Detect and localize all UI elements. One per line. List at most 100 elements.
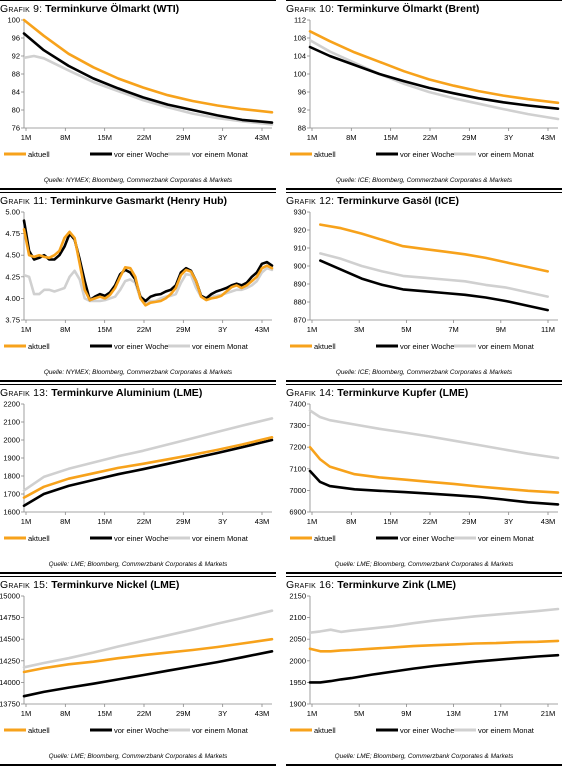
chart-source: Quelle: LME; Bloomberg, Commerzbank Corp… — [334, 753, 514, 760]
y-tick-label: 14000 — [0, 678, 20, 687]
y-tick-label: 14250 — [0, 656, 20, 665]
y-tick-label: 890 — [293, 280, 306, 289]
legend-label: vor einem Monat — [192, 150, 249, 159]
y-tick-label: 1900 — [289, 700, 306, 709]
y-tick-label: 900 — [293, 262, 306, 271]
y-tick-label: 112 — [294, 16, 306, 25]
y-tick-label: 2000 — [289, 656, 306, 665]
series-line-vor-einem-monat — [308, 38, 560, 121]
x-tick-label: 1M — [21, 709, 31, 718]
series-line-vor-einer-woche — [22, 32, 274, 124]
series-line-vor-einem-monat — [308, 409, 560, 460]
x-tick-label: 21M — [541, 709, 556, 718]
y-tick-label: 96 — [298, 88, 306, 97]
chart-panel: Grafik 16: Terminkurve Zink (LME) 1900 195… — [286, 576, 562, 766]
x-tick-label: 43M — [255, 133, 270, 142]
x-tick-label: 15M — [97, 133, 112, 142]
legend-label: vor einer Woche — [114, 342, 168, 351]
x-tick-label: 1M — [307, 517, 317, 526]
x-tick-label: 8M — [346, 133, 356, 142]
series-line-vor-einem-monat — [22, 54, 274, 126]
chart-source: Quelle: NYMEX; Bloomberg, Commerzbank Co… — [43, 177, 233, 184]
series-line-aktuell — [22, 435, 274, 499]
x-tick-label: 29M — [462, 133, 477, 142]
legend-label: vor einer Woche — [114, 150, 168, 159]
series-line-aktuell — [308, 445, 560, 494]
x-tick-label: 1M — [307, 133, 317, 142]
chart-panel: Grafik 15: Terminkurve Nickel (LME) 13750… — [0, 576, 276, 766]
chart-source: Quelle: LME; Bloomberg, Commerzbank Corp… — [48, 753, 228, 760]
y-tick-label: 2150 — [289, 592, 306, 601]
legend-label: aktuell — [28, 150, 50, 159]
y-tick-label: 1700 — [3, 490, 20, 499]
chart-number: Grafik 12: — [286, 195, 335, 207]
divider — [286, 380, 562, 382]
chart-title: Grafik 14: Terminkurve Kupfer (LME) — [286, 387, 468, 399]
chart-panel: Grafik 14: Terminkurve Kupfer (LME) 6900 7… — [286, 384, 562, 574]
divider — [0, 192, 276, 193]
y-tick-label: 1900 — [3, 454, 20, 463]
legend-label: vor einem Monat — [478, 342, 535, 351]
x-tick-label: 22M — [137, 517, 152, 526]
x-tick-label: 17M — [494, 709, 509, 718]
series-line-vor-einem-monat — [318, 252, 550, 298]
chart-number: Grafik 10: — [286, 3, 335, 15]
line-chart: 1900 1950 2000 2050 2100 2150 1M 5M 9M 13M 17M 21M a… — [289, 592, 560, 735]
x-tick-label: 3Y — [218, 517, 227, 526]
legend-label: aktuell — [314, 342, 336, 351]
chart-number: Grafik 16: — [286, 579, 335, 591]
chart-title: Grafik 16: Terminkurve Zink (LME) — [286, 579, 456, 591]
series-line-vor-einer-woche — [22, 438, 274, 507]
chart-number: Grafik 11: — [0, 195, 48, 207]
x-tick-label: 22M — [423, 517, 438, 526]
chart-name: Terminkurve Zink (LME) — [334, 579, 457, 591]
series-line-vor-einer-woche — [308, 469, 560, 506]
line-chart: 870 880 890 900 910 920 930 1M 3M 5M 7M 9M 11M aktuel… — [290, 208, 558, 351]
x-tick-label: 1M — [307, 709, 317, 718]
y-tick-label: 2050 — [289, 635, 306, 644]
x-tick-label: 1M — [21, 133, 31, 142]
line-chart: 1600 1700 1800 1900 2000 2100 2200 1M 8M 15M 22M 29… — [3, 400, 274, 543]
x-tick-label: 43M — [255, 325, 270, 334]
chart-name: Terminkurve Ölmarkt (WTI) — [42, 3, 180, 15]
x-tick-label: 3Y — [218, 709, 227, 718]
legend-label: aktuell — [314, 726, 336, 735]
y-tick-label: 7300 — [289, 421, 306, 430]
series-line-vor-einer-woche — [318, 259, 550, 312]
x-tick-label: 22M — [423, 133, 438, 142]
x-tick-label: 3Y — [218, 325, 227, 334]
chart-panel: Grafik 10: Terminkurve Ölmarkt (Brent) 88… — [286, 0, 562, 190]
x-tick-label: 3Y — [504, 517, 513, 526]
chart-panel: Grafik 13: Terminkurve Aluminium (LME) 16… — [0, 384, 276, 574]
y-tick-label: 930 — [293, 208, 306, 217]
y-tick-label: 92 — [298, 106, 306, 115]
y-tick-label: 7000 — [289, 486, 306, 495]
y-tick-label: 4.00 — [5, 294, 20, 303]
divider — [0, 384, 276, 385]
legend-label: vor einem Monat — [192, 726, 249, 735]
series-line-vor-einem-monat — [22, 266, 274, 304]
y-tick-label: 14750 — [0, 613, 20, 622]
chart-source: Quelle: ICE; Bloomberg, Commerzbank Corp… — [335, 369, 513, 376]
y-tick-label: 2200 — [3, 400, 20, 409]
divider — [286, 576, 562, 577]
x-tick-label: 43M — [541, 133, 556, 142]
x-tick-label: 29M — [176, 325, 191, 334]
line-chart: 88 92 96 100 104 108 112 1M 8M 15M 22M 29M 3Y 43M aktu… — [290, 16, 560, 159]
x-tick-label: 43M — [255, 709, 270, 718]
chart-name: Terminkurve Aluminium (LME) — [48, 387, 203, 399]
y-tick-label: 3.75 — [5, 316, 20, 325]
x-tick-label: 15M — [97, 325, 112, 334]
y-tick-label: 910 — [293, 244, 306, 253]
y-tick-label: 920 — [293, 226, 306, 235]
divider — [0, 188, 276, 190]
y-tick-label: 1950 — [289, 678, 306, 687]
legend-label: vor einem Monat — [192, 534, 249, 543]
y-tick-label: 80 — [12, 106, 20, 115]
y-tick-label: 4.50 — [5, 251, 20, 260]
legend-label: vor einer Woche — [114, 534, 168, 543]
y-tick-label: 100 — [7, 16, 20, 25]
x-tick-label: 8M — [60, 709, 70, 718]
y-tick-label: 1600 — [3, 508, 20, 517]
legend-label: aktuell — [314, 534, 336, 543]
